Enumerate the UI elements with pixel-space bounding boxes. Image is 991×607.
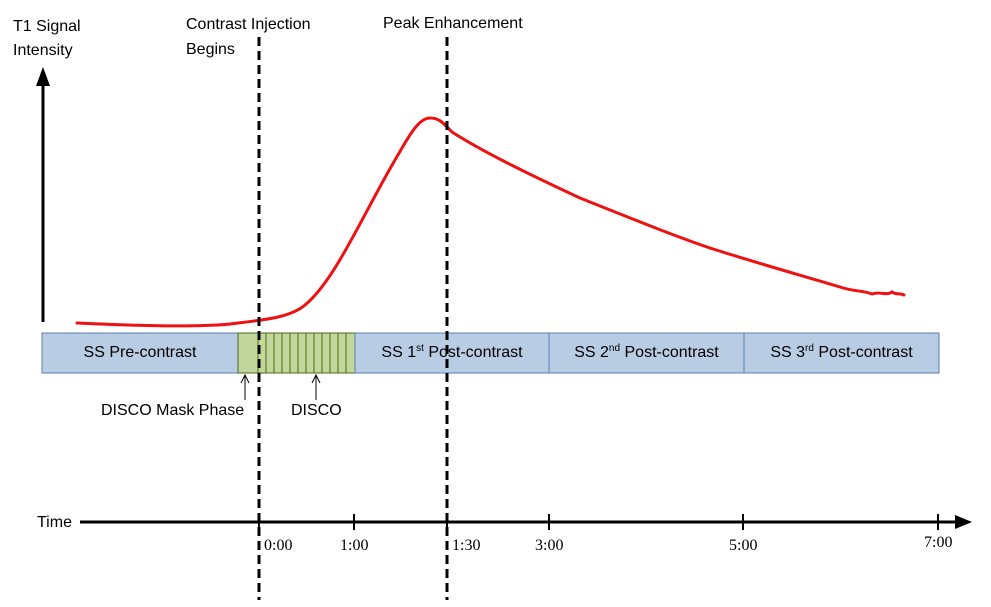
y-axis-label-line2: Intensity	[13, 42, 73, 59]
tick-label-3-00: 3:00	[535, 537, 564, 554]
signal-intensity-curve	[75, 116, 906, 328]
y-axis-label-line1: T1 Signal	[13, 18, 81, 35]
mask-pointer-head	[240, 373, 250, 384]
tick-label-0-00: 0:00	[264, 537, 293, 554]
disco-mask-phase-label: DISCO Mask Phase	[101, 402, 245, 419]
time-axis-label: Time	[37, 514, 72, 531]
segment-post-1-label: SS 1st Post-contrast	[381, 343, 523, 362]
segment-post-3-label: SS 3rd Post-contrast	[770, 343, 913, 362]
y-axis-arrowhead	[36, 67, 50, 86]
injection-label-line2: Begins	[186, 41, 235, 58]
tick-label-7-00: 7:00	[924, 534, 953, 551]
tick-label-5-00: 5:00	[729, 537, 758, 554]
disco-label: DISCO	[291, 402, 342, 419]
disco-pointer-head	[311, 373, 321, 384]
injection-label-line1: Contrast Injection	[186, 16, 311, 33]
time-axis-ticks	[258, 514, 939, 530]
peak-label: Peak Enhancement	[383, 15, 523, 32]
time-axis-arrowhead	[955, 515, 972, 529]
segment-post-2-label: SS 2nd Post-contrast	[574, 343, 719, 362]
segment-pre-contrast-label: SS Pre-contrast	[83, 344, 197, 361]
segment-post-2	[548, 332, 745, 374]
tick-label-1-30: 1:30	[452, 537, 481, 554]
segment-post-3	[743, 332, 940, 374]
tick-label-1-00: 1:00	[340, 537, 369, 554]
segment-post-1	[354, 332, 550, 374]
segment-disco	[237, 332, 356, 374]
